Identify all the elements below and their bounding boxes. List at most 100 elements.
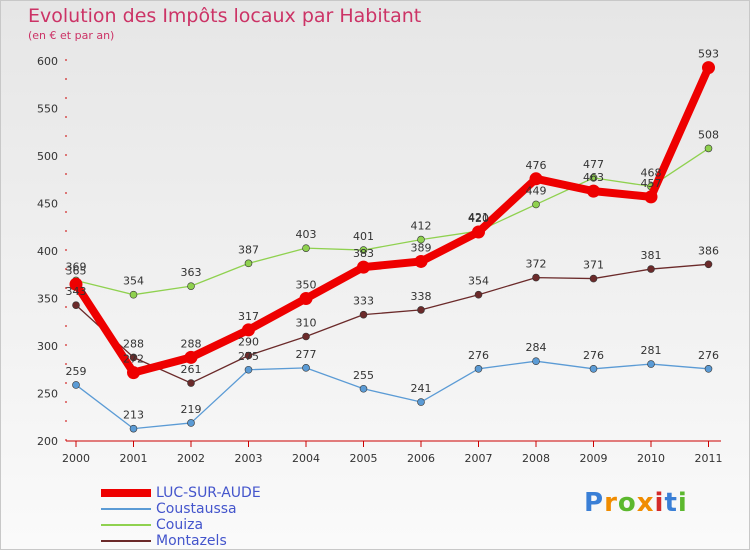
data-label-luc-sur-aude: 272 — [123, 353, 144, 366]
data-point-coustaussa — [244, 365, 253, 374]
data-point-montazels — [187, 379, 195, 387]
proxiti-logo[interactable]: Proxiti — [584, 488, 688, 518]
data-point-luc-sur-aude — [472, 225, 485, 239]
y-tick-label: 450 — [37, 198, 58, 211]
data-label-couiza: 354 — [123, 275, 144, 288]
x-tick-label: 2007 — [465, 452, 493, 465]
x-tick-label: 2006 — [407, 452, 435, 465]
data-point-coustaussa — [474, 364, 483, 373]
data-label-luc-sur-aude: 317 — [238, 310, 259, 323]
x-tick-label: 2011 — [695, 452, 723, 465]
data-point-montazels — [72, 301, 80, 309]
data-label-couiza: 421 — [468, 211, 489, 224]
data-point-luc-sur-aude — [414, 254, 428, 268]
data-label-luc-sur-aude: 383 — [353, 247, 374, 260]
data-label-couiza: 369 — [66, 260, 87, 273]
logo-letter: i — [677, 488, 688, 518]
data-point-couiza — [359, 246, 368, 254]
logo-letter: x — [636, 488, 655, 518]
data-label-couiza: 403 — [296, 228, 317, 241]
legend-label-montazels: Montazels — [156, 533, 227, 549]
data-label-luc-sur-aude: 463 — [583, 171, 604, 184]
data-point-couiza — [187, 282, 195, 290]
logo-letter: o — [617, 488, 637, 518]
y-tick-label: 500 — [37, 150, 58, 163]
data-point-luc-sur-aude — [702, 61, 715, 75]
data-label-coustaussa: 241 — [411, 382, 432, 395]
data-label-couiza: 412 — [411, 220, 432, 233]
data-label-luc-sur-aude: 389 — [411, 241, 432, 254]
data-point-coustaussa — [302, 364, 310, 372]
data-label-luc-sur-aude: 457 — [641, 177, 662, 190]
legend-swatch-montazels — [101, 540, 151, 542]
series-line-coustaussa — [75, 360, 710, 430]
data-label-montazels: 386 — [698, 244, 719, 257]
logo-letter: i — [654, 488, 665, 518]
data-point-montazels — [647, 265, 655, 273]
data-point-montazels — [589, 274, 598, 283]
legend-swatch-coustaussa — [101, 508, 151, 510]
data-point-montazels — [244, 351, 253, 360]
x-tick-label: 2004 — [292, 452, 320, 465]
data-point-luc-sur-aude — [69, 277, 83, 291]
logo-letter: t — [664, 488, 678, 518]
x-tick-label: 2000 — [62, 452, 90, 465]
data-point-couiza — [417, 235, 425, 244]
y-tick-label: 400 — [37, 245, 58, 258]
data-label-coustaussa: 276 — [698, 349, 719, 362]
x-tick-label: 2002 — [177, 452, 205, 465]
data-point-couiza — [302, 244, 310, 252]
data-label-coustaussa: 213 — [123, 409, 144, 422]
data-point-couiza — [589, 174, 598, 182]
legend-swatch-luc-sur-aude — [101, 489, 151, 497]
y-tick-label: 250 — [37, 388, 58, 401]
data-label-luc-sur-aude: 350 — [296, 279, 317, 292]
y-tick-label: 300 — [37, 340, 58, 353]
legend-label-coustaussa: Coustaussa — [156, 501, 237, 517]
data-label-coustaussa: 276 — [583, 349, 604, 362]
data-label-montazels: 343 — [66, 285, 87, 298]
x-tick-label: 2010 — [637, 452, 665, 465]
y-tick-label: 200 — [37, 435, 58, 448]
data-label-coustaussa: 276 — [468, 349, 489, 362]
legend-swatch-couiza — [101, 524, 151, 526]
data-point-luc-sur-aude — [587, 184, 600, 198]
data-point-luc-sur-aude — [299, 292, 313, 305]
x-tick-label: 2001 — [120, 452, 148, 465]
chart-subtitle: (en € et par an) — [28, 29, 115, 42]
data-point-coustaussa — [187, 419, 195, 427]
data-point-luc-sur-aude — [644, 190, 658, 204]
logo-letter: P — [584, 488, 605, 518]
data-label-coustaussa: 219 — [181, 403, 202, 416]
x-tick-label: 2005 — [350, 452, 378, 465]
series-line-montazels — [75, 263, 710, 384]
data-label-montazels: 371 — [583, 259, 604, 272]
data-label-montazels: 288 — [123, 337, 144, 350]
data-label-luc-sur-aude: 593 — [698, 48, 719, 61]
data-point-montazels — [474, 290, 483, 299]
data-label-couiza: 508 — [698, 128, 719, 141]
x-tick-label: 2009 — [580, 452, 608, 465]
data-label-couiza: 401 — [353, 230, 374, 243]
data-label-luc-sur-aude: 476 — [526, 159, 547, 172]
data-point-coustaussa — [532, 357, 540, 366]
data-point-luc-sur-aude — [242, 323, 255, 337]
data-point-couiza — [704, 144, 713, 153]
data-label-couiza: 387 — [238, 243, 259, 256]
data-point-coustaussa — [72, 381, 80, 389]
data-label-montazels: 354 — [468, 275, 489, 288]
data-point-luc-sur-aude — [127, 366, 140, 380]
data-point-coustaussa — [704, 364, 713, 373]
data-label-luc-sur-aude: 420 — [468, 212, 489, 225]
data-point-luc-sur-aude — [357, 260, 370, 274]
data-point-montazels — [302, 332, 310, 341]
data-point-montazels — [129, 353, 138, 362]
data-point-coustaussa — [589, 364, 598, 373]
data-point-coustaussa — [359, 384, 368, 393]
data-label-coustaussa: 275 — [238, 350, 259, 363]
data-label-montazels: 338 — [411, 290, 432, 303]
chart-title: Evolution des Impôts locaux par Habitant — [28, 5, 422, 27]
data-point-couiza — [244, 259, 253, 268]
series-line-couiza — [75, 147, 710, 296]
